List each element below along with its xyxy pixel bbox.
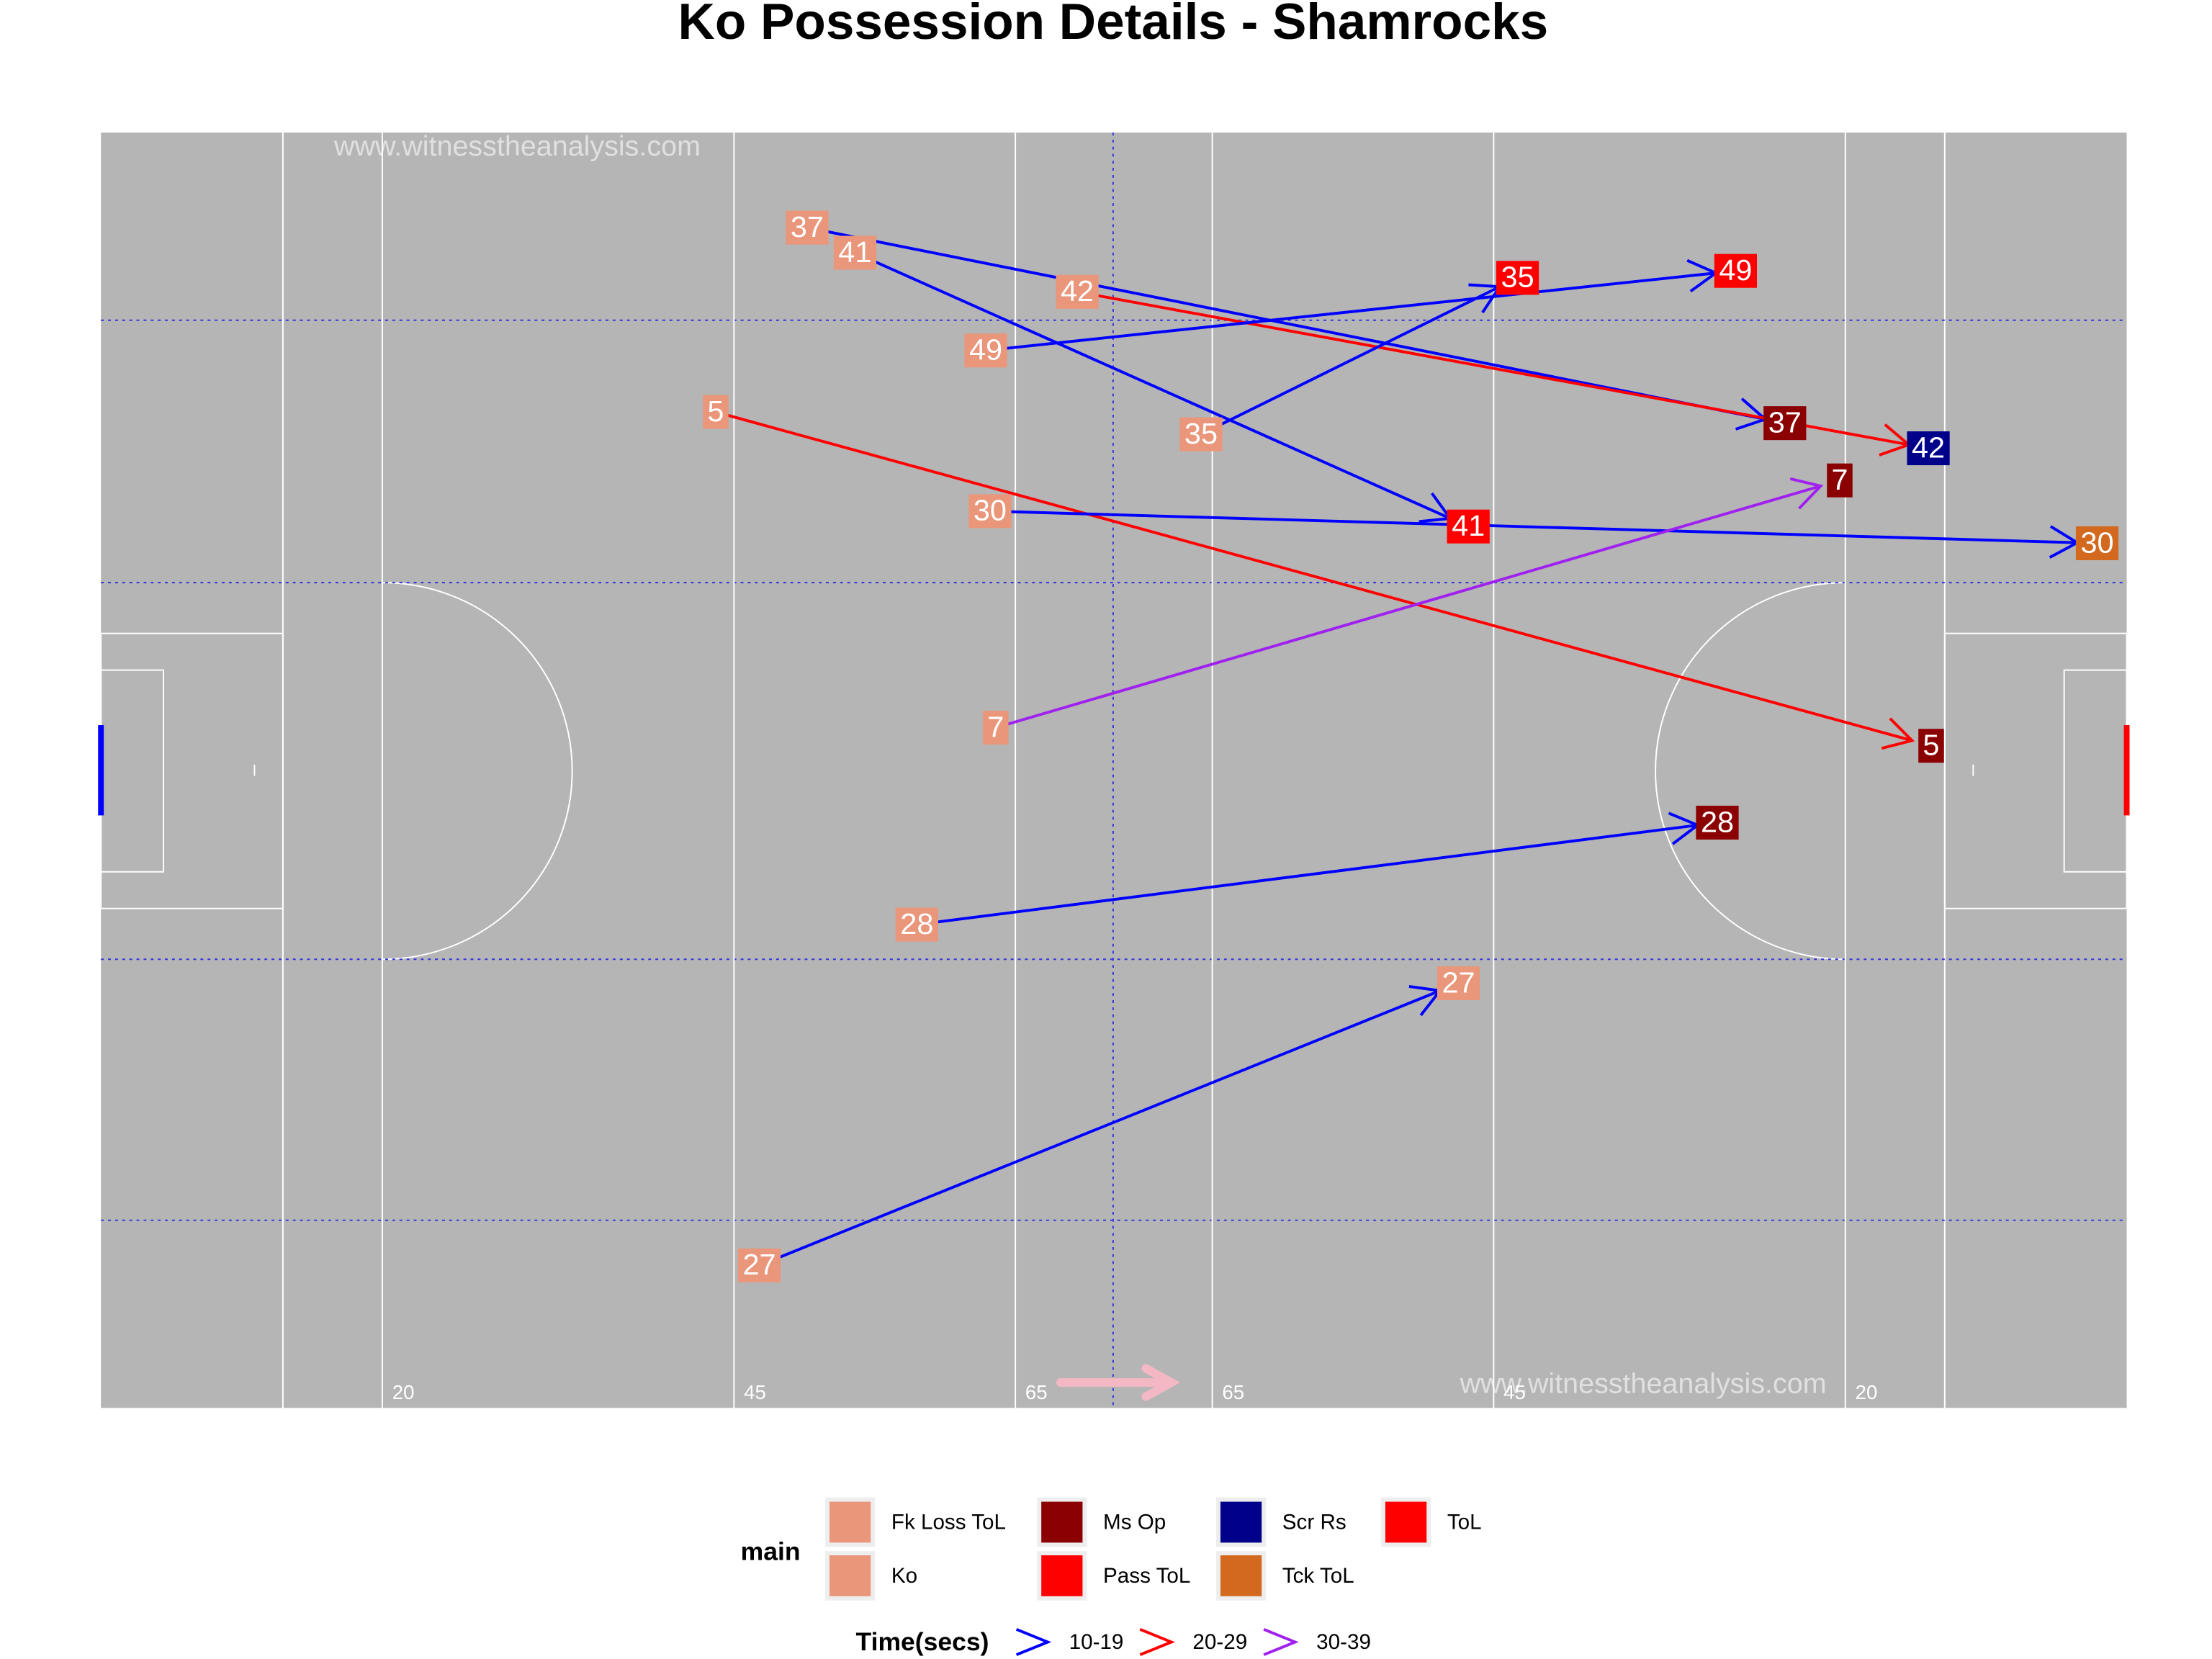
legend-arrow xyxy=(1263,1628,1299,1656)
label-box xyxy=(1437,966,1480,1001)
legend-arrow xyxy=(1015,1628,1052,1656)
legend-title: Time(secs) xyxy=(856,1627,989,1656)
point-label: 42 xyxy=(1912,431,1945,464)
arrow-line xyxy=(1200,285,1501,436)
point-label: 5 xyxy=(707,395,724,428)
arrow-head xyxy=(1789,477,1824,510)
watermark: www.witnesstheanalysis.com xyxy=(1460,1367,1827,1399)
label-box xyxy=(786,210,829,245)
label-box xyxy=(1179,417,1223,451)
legend-key xyxy=(1037,1497,1087,1547)
point-label: 41 xyxy=(1452,509,1485,542)
arrow-line xyxy=(854,251,1451,520)
point-label: 35 xyxy=(1501,261,1534,294)
point-label: 27 xyxy=(1442,966,1475,999)
point-label: 37 xyxy=(791,210,824,243)
legend: main Fk Loss ToL Ko Ms Op Pass ToL Scr Rs Tck … xyxy=(741,1497,1482,1656)
point-label: 27 xyxy=(742,1248,775,1281)
point-label: 28 xyxy=(900,907,933,940)
legend-title: main xyxy=(741,1537,801,1565)
point-label: 49 xyxy=(969,333,1002,367)
point-label: 35 xyxy=(1184,417,1218,450)
x-tick-label: 20 xyxy=(1856,1381,1878,1403)
legend-label: Ms Op xyxy=(1103,1511,1166,1534)
legend-label: Tck ToL xyxy=(1282,1564,1354,1588)
legend-arrow xyxy=(1139,1628,1176,1656)
watermark: www.witnesstheanalysis.com xyxy=(333,130,701,162)
point-label: 37 xyxy=(1768,406,1802,439)
x-tick-label: 45 xyxy=(744,1381,766,1403)
point-label: 49 xyxy=(1719,253,1752,287)
legend-label: ToL xyxy=(1447,1511,1482,1534)
legend-label: Ko xyxy=(891,1564,917,1588)
goal-right xyxy=(2123,725,2130,816)
legend-key xyxy=(825,1497,876,1547)
point-label: 42 xyxy=(1061,274,1094,307)
label-box xyxy=(703,395,729,429)
legend-label: Scr Rs xyxy=(1282,1511,1346,1534)
arrows: 37 37 41 41 42 42 49 49 35 35 5 5 30 30 7 7 28 28 27 27 xyxy=(703,210,2119,1282)
label-box xyxy=(1827,463,1853,498)
legend-label: Pass ToL xyxy=(1103,1564,1190,1588)
label-box xyxy=(968,494,1012,529)
legend-label: 30-39 xyxy=(1316,1630,1371,1654)
goal-left xyxy=(98,725,104,816)
x-tick-label: 45 xyxy=(1503,1381,1526,1403)
arrow-line xyxy=(995,485,1822,729)
arrow-line xyxy=(715,410,1912,742)
label-box xyxy=(1918,729,1944,763)
arrow-line xyxy=(806,226,1766,421)
legend-key xyxy=(1037,1551,1087,1601)
point-label: 7 xyxy=(987,711,1004,744)
point-label: 28 xyxy=(1701,805,1734,838)
legend-key xyxy=(1216,1551,1267,1601)
label-box xyxy=(964,333,1007,368)
legend-key xyxy=(1381,1497,1431,1547)
arrow-line xyxy=(989,509,2077,544)
x-tick-label: 20 xyxy=(392,1381,415,1403)
arrow-head xyxy=(1881,717,1915,750)
label-box xyxy=(1714,253,1758,288)
label-box xyxy=(1447,509,1490,544)
chart-title: Ko Possession Details - Shamrocks xyxy=(678,0,1549,50)
label-box xyxy=(1496,261,1539,295)
label-box xyxy=(1056,274,1099,309)
label-box xyxy=(737,1248,781,1282)
legend-label: Fk Loss ToL xyxy=(891,1511,1006,1534)
label-box xyxy=(2075,526,2119,560)
point-label: 30 xyxy=(2080,526,2113,559)
arrow-line xyxy=(758,989,1441,1267)
label-box xyxy=(1696,805,1739,840)
direction-arrow xyxy=(1056,1364,1181,1401)
label-box xyxy=(982,711,1009,745)
point-label: 7 xyxy=(1831,463,1848,496)
legend-label: 10-19 xyxy=(1069,1630,1124,1654)
label-box xyxy=(1907,431,1950,466)
point-label: 30 xyxy=(974,494,1007,527)
arrow-line xyxy=(985,271,1717,352)
arc xyxy=(1655,582,1845,961)
point-label: 5 xyxy=(1923,729,1939,762)
legend-label: 20-29 xyxy=(1192,1630,1247,1654)
label-box xyxy=(833,235,876,270)
arc xyxy=(382,582,573,961)
label-box xyxy=(895,907,938,942)
pitch: www.witnesstheanalysis.com www.witnessth… xyxy=(98,130,2130,1408)
x-tick-label: 65 xyxy=(1222,1381,1244,1403)
ticks: 20 45 65 65 45 20 xyxy=(381,132,1878,1408)
legend-key xyxy=(1216,1497,1267,1547)
x-tick-label: 65 xyxy=(1025,1381,1048,1403)
legend-key xyxy=(825,1551,876,1601)
label-box xyxy=(1763,406,1807,441)
point-label: 41 xyxy=(838,235,871,269)
arrow-line xyxy=(917,824,1698,927)
